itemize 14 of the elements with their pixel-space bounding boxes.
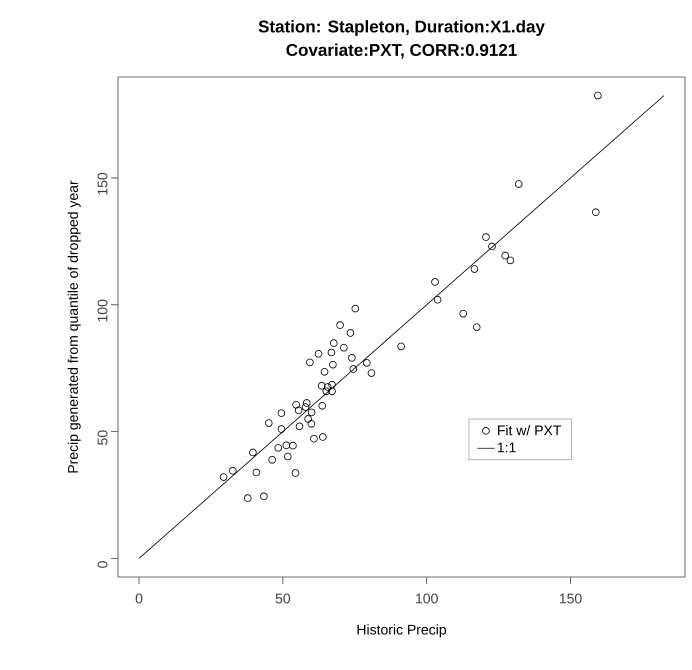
x-tick-label: 100 xyxy=(416,594,438,604)
legend-label: 1:1 xyxy=(498,442,516,452)
x-tick-label: 0 xyxy=(136,594,142,604)
legend-label: Fit w/ PXT xyxy=(498,425,562,436)
x-axis-title: Historic Precip xyxy=(358,624,446,638)
y-axis-title: Precip generated from quantile of dropped year xyxy=(68,180,81,473)
x-tick-label: 50 xyxy=(276,594,290,604)
chart-subtitle: Covariate:PXT, CORR:0.9121 xyxy=(286,44,517,58)
y-tick-label: 100 xyxy=(98,300,108,322)
y-tick-label: 50 xyxy=(98,430,108,445)
chart-title: Station: Stapleton, Duration:X1.day xyxy=(258,20,545,36)
y-tick-label: 0 xyxy=(98,561,108,568)
y-tick-label: 150 xyxy=(98,172,108,195)
x-tick-label: 150 xyxy=(560,594,582,604)
